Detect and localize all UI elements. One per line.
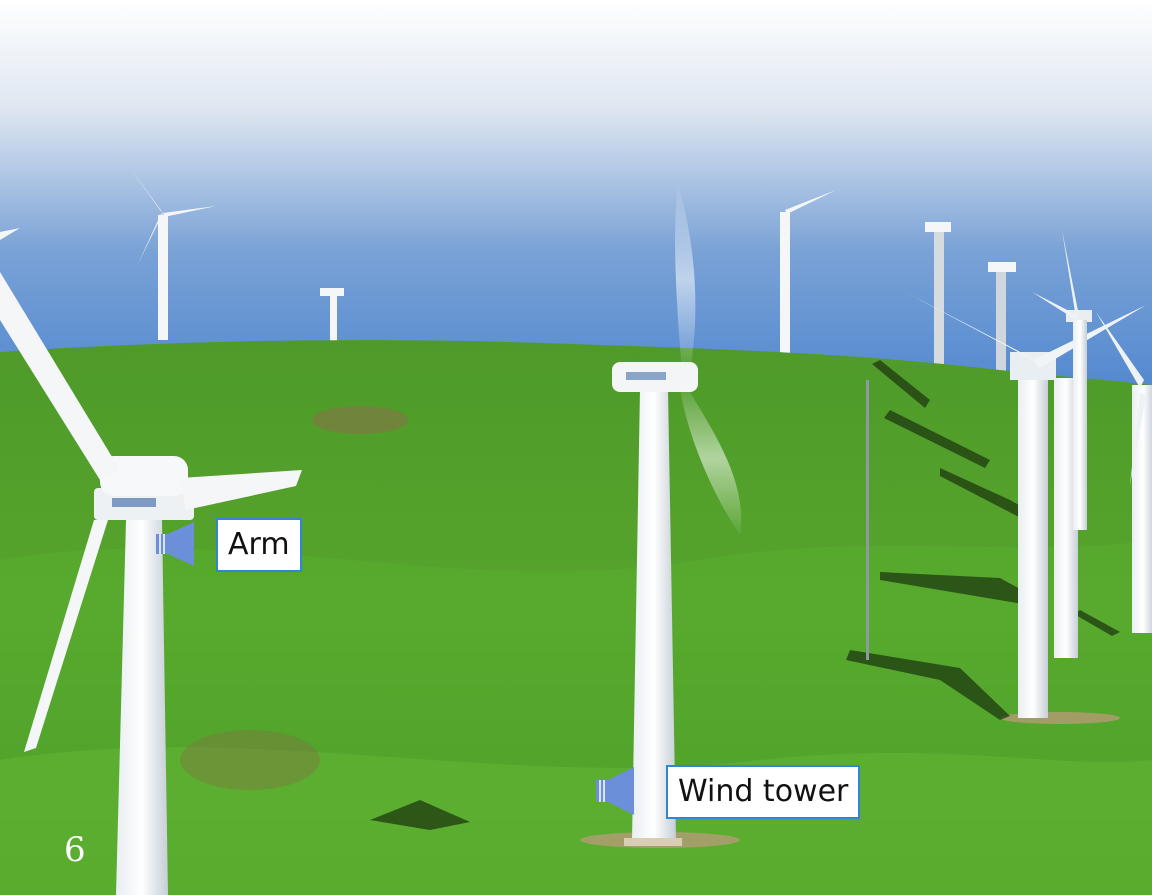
- arm-label: Arm: [216, 518, 302, 572]
- center-turbine: [612, 186, 742, 846]
- front-turbine: [0, 272, 302, 895]
- page-number: 6: [64, 830, 86, 870]
- distant-turbine: [130, 168, 1016, 463]
- speaker-icon[interactable]: [156, 520, 196, 573]
- speaker-icon[interactable]: [596, 765, 636, 822]
- right-turbines: [866, 230, 1152, 718]
- wind-tower-label: Wind tower: [666, 765, 861, 819]
